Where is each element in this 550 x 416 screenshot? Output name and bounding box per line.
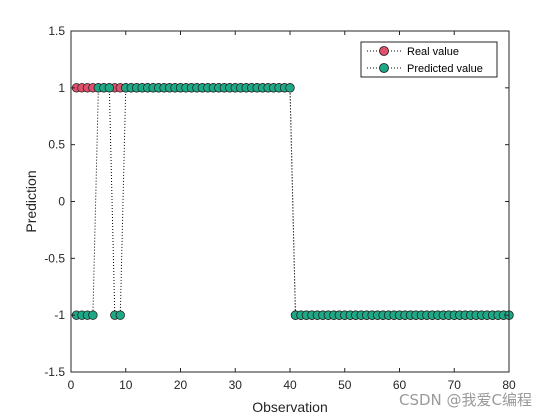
legend-marker-predicted bbox=[379, 63, 389, 73]
data-point bbox=[285, 83, 295, 93]
data-point bbox=[115, 310, 125, 320]
x-tick-label: 20 bbox=[174, 378, 188, 392]
x-tick-label: 10 bbox=[119, 378, 133, 392]
x-tick-label: 0 bbox=[68, 378, 75, 392]
x-tick-label: 30 bbox=[229, 378, 243, 392]
y-tick-label: -1 bbox=[54, 308, 65, 322]
y-tick-label: 1.5 bbox=[48, 24, 65, 38]
x-tick-label: 80 bbox=[502, 378, 516, 392]
legend-label-real: Real value bbox=[407, 46, 459, 58]
x-tick-label: 60 bbox=[393, 378, 407, 392]
y-axis-label: Prediction bbox=[23, 170, 39, 232]
data-point bbox=[88, 310, 98, 320]
watermark: CSDN @我爱C编程 bbox=[398, 391, 532, 409]
plot-background bbox=[71, 31, 509, 372]
data-point bbox=[104, 83, 114, 93]
y-tick-label: 1 bbox=[58, 81, 65, 95]
x-tick-label: 50 bbox=[338, 378, 352, 392]
series-predicted-value bbox=[71, 83, 514, 320]
x-axis-label: Observation bbox=[252, 399, 327, 415]
legend: Real value Predicted value bbox=[360, 41, 498, 78]
axis-ticks: 0 10 20 30 40 50 60 70 80 -1.5 -1 -0.5 0 0.5 1 1.5 bbox=[44, 24, 516, 392]
x-tick-label: 70 bbox=[448, 378, 462, 392]
x-tick-label: 40 bbox=[283, 378, 297, 392]
legend-marker-real bbox=[379, 46, 389, 56]
y-tick-label: 0.5 bbox=[48, 138, 65, 152]
y-tick-label: -1.5 bbox=[44, 365, 65, 379]
y-tick-label: 0 bbox=[58, 195, 65, 209]
legend-label-predicted: Predicted value bbox=[407, 63, 483, 75]
y-tick-label: -0.5 bbox=[44, 251, 65, 265]
plot-area bbox=[71, 31, 509, 372]
